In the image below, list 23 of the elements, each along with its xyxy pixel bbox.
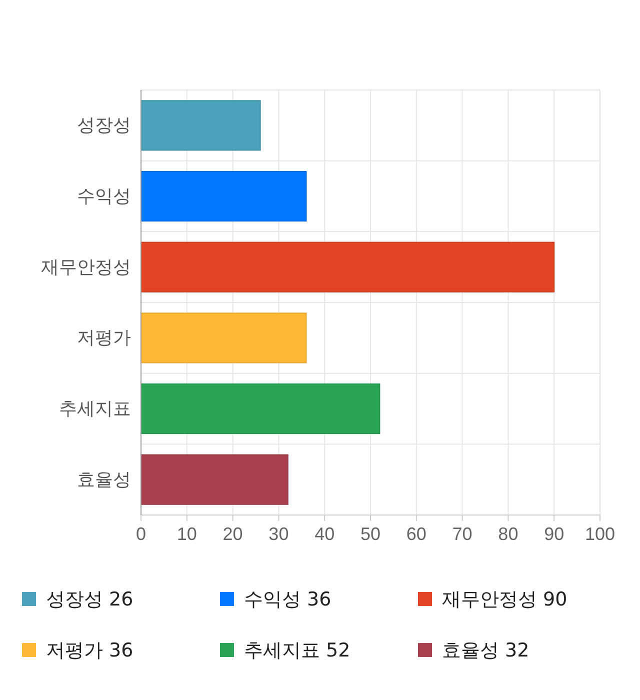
legend-label: 효율성 32	[442, 640, 530, 662]
x-tick-label: 30	[268, 524, 289, 544]
x-tick-label: 90	[544, 524, 564, 544]
x-tick-label: 80	[498, 524, 518, 544]
x-tick-label: 20	[222, 524, 243, 544]
y-tick-label: 저평가	[77, 328, 131, 348]
legend-label: 재무안정성 90	[442, 588, 568, 611]
legend-label: 추세지표 52	[244, 640, 350, 662]
y-tick-label: 재무안정성	[41, 256, 131, 277]
legend-label: 성장성 26	[46, 588, 134, 611]
y-tick-label: 성장성	[77, 115, 131, 136]
y-tick-label: 수익성	[77, 186, 131, 206]
x-tick-label: 70	[452, 524, 472, 544]
y-tick-label: 추세지표	[59, 398, 131, 419]
x-tick-label: 50	[360, 524, 381, 544]
x-tick-label: 10	[176, 524, 197, 544]
x-tick-label: 0	[136, 524, 146, 544]
legend-label: 수익성 36	[244, 588, 332, 611]
y-tick-label: 효율성	[77, 469, 131, 490]
x-tick-label: 60	[406, 524, 426, 544]
legend-label: 저평가 36	[46, 640, 134, 662]
x-tick-label: 100	[584, 524, 616, 544]
x-tick-label: 40	[314, 524, 335, 544]
